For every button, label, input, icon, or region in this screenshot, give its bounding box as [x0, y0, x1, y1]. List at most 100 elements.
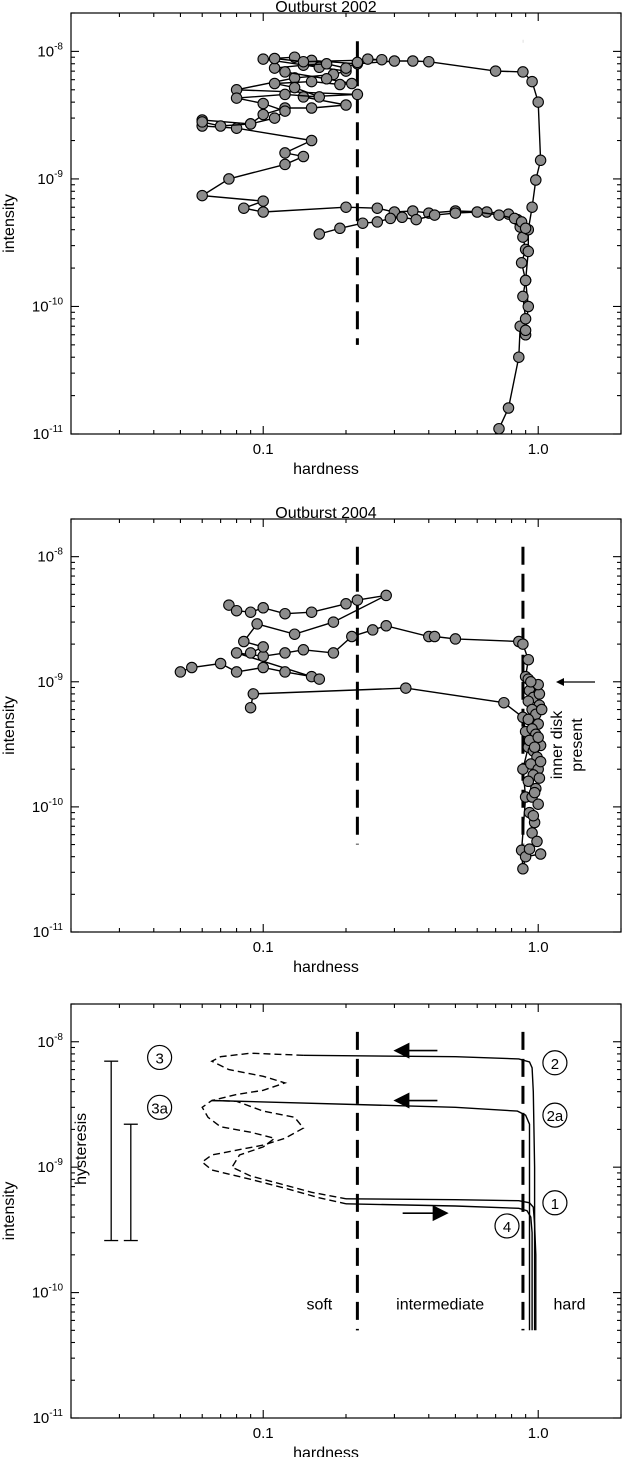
data-point	[519, 313, 532, 325]
data-point	[340, 99, 352, 111]
data-point	[268, 62, 281, 74]
y-tick-label: 10-8	[37, 41, 63, 60]
data-point	[244, 701, 257, 714]
data-point	[366, 624, 379, 636]
circled-label-ring	[494, 1213, 520, 1239]
series-line-2	[211, 1099, 531, 1331]
data-point	[522, 245, 535, 258]
x-tick-label: 0.1	[253, 939, 274, 956]
data-point	[279, 158, 291, 171]
series-line-1	[200, 56, 542, 429]
data-point	[502, 402, 515, 414]
y-axis-label: intensity	[1, 696, 18, 755]
data-point	[526, 201, 538, 213]
data-point	[481, 206, 493, 218]
circled-label-ring	[542, 1050, 568, 1076]
y-axis-label: intensity	[1, 194, 18, 253]
data-point	[297, 91, 310, 103]
data-point	[532, 731, 544, 744]
series-line-1	[303, 1054, 536, 1331]
data-point	[230, 666, 243, 678]
y-tick-label: 10-9	[37, 169, 63, 188]
data-point	[519, 222, 532, 235]
series-line-5	[201, 1052, 347, 1200]
data-point	[380, 589, 392, 602]
data-point	[230, 604, 243, 617]
x-tick-label: 1.0	[528, 441, 549, 458]
circled-label: 4	[503, 1219, 511, 1236]
annotation-arrowhead	[556, 678, 564, 686]
chart-panel-2: 0.1 1.0 10-8 10-9 10-10 10-11 hardness intensit…	[1, 505, 622, 976]
data-point	[174, 666, 187, 678]
data-point	[517, 763, 529, 775]
data-point	[471, 206, 483, 218]
data-point	[340, 62, 352, 74]
data-point	[279, 66, 291, 78]
x-axis-label: hardness	[293, 1445, 359, 1457]
data-point	[489, 65, 502, 77]
data-point	[214, 120, 227, 132]
data-point	[493, 209, 505, 221]
data-point	[257, 108, 269, 121]
data-point	[313, 91, 326, 103]
data-point	[196, 189, 208, 202]
data-point	[320, 58, 333, 70]
region-label: intermediate	[396, 1297, 484, 1314]
circled-label-ring	[542, 1102, 568, 1128]
data-point	[522, 300, 535, 313]
data-point	[279, 88, 291, 101]
data-point	[244, 606, 257, 618]
data-point	[340, 598, 352, 610]
data-point	[297, 150, 310, 163]
annotation-text: inner disk	[549, 710, 566, 779]
chart-panel-1: 0.1 1.0 10-8 10-9 10-10 10-11 hardness intensit…	[1, 0, 622, 478]
data-point	[428, 630, 441, 643]
series-line-3	[345, 1198, 537, 1331]
data-point	[519, 324, 532, 337]
data-point	[244, 118, 257, 130]
data-point	[279, 607, 291, 620]
data-point	[423, 55, 435, 68]
data-point	[526, 827, 538, 839]
x-axis-label: hardness	[293, 461, 359, 478]
data-point	[449, 633, 462, 645]
data-point	[327, 616, 340, 628]
data-point	[526, 75, 538, 88]
region-label: soft	[306, 1297, 332, 1314]
data-point	[362, 53, 374, 65]
data-point	[297, 55, 310, 68]
data-point	[257, 195, 269, 207]
data-point	[371, 216, 384, 228]
y-tick-label: 10-10	[32, 296, 64, 315]
circled-label: 1	[551, 1196, 559, 1213]
data-point	[334, 222, 346, 235]
direction-arrow-head	[393, 1092, 410, 1109]
circled-label-ring	[542, 1190, 568, 1216]
data-point	[351, 594, 364, 606]
data-point	[268, 52, 281, 65]
chart-title: Outburst 2002	[275, 0, 377, 16]
data-point	[522, 653, 535, 666]
data-point	[351, 56, 364, 69]
data-point	[449, 207, 462, 219]
data-point	[244, 647, 257, 659]
data-point	[257, 53, 269, 65]
direction-arrow-head	[432, 1205, 449, 1222]
data-point	[334, 78, 346, 91]
data-point	[410, 213, 422, 226]
x-axis-label: hardness	[293, 959, 359, 976]
data-point	[214, 657, 227, 670]
data-point	[493, 422, 505, 435]
data-point	[340, 201, 352, 213]
x-tick-label: 0.1	[253, 1425, 274, 1442]
data-point	[517, 638, 529, 650]
data-point	[519, 274, 532, 287]
series-line-6	[201, 1099, 347, 1205]
data-point	[305, 102, 318, 114]
x-tick-label: 1.0	[528, 939, 549, 956]
data-point	[257, 97, 269, 110]
circled-label-ring	[147, 1044, 173, 1071]
data-point	[513, 351, 525, 363]
data-point	[534, 848, 547, 860]
